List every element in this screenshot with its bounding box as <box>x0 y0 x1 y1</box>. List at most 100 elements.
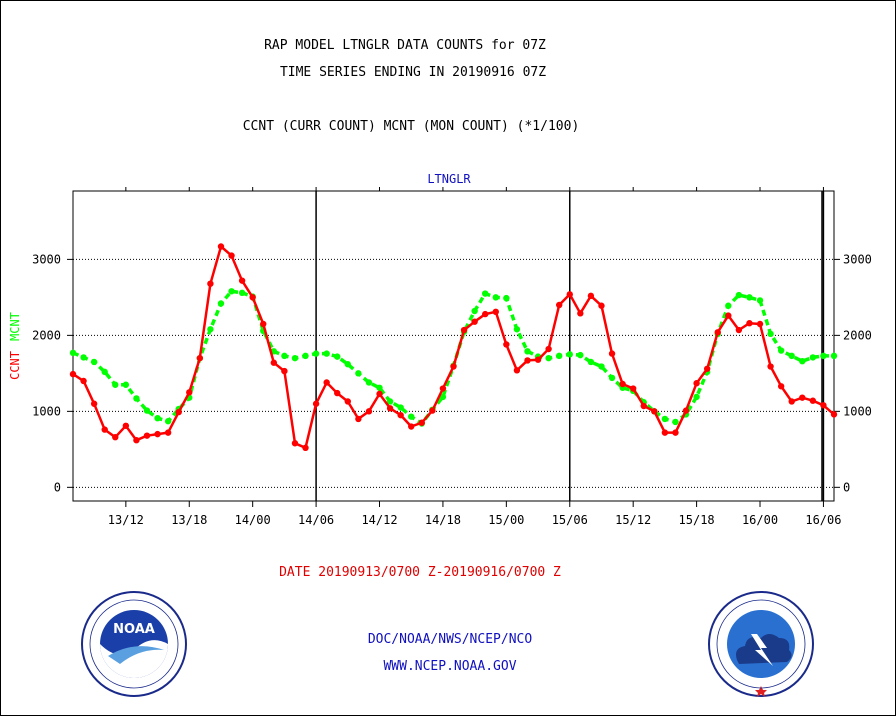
axis-ticks <box>67 187 840 507</box>
data-point-mcnt <box>482 290 489 297</box>
data-point-ccnt <box>756 320 764 328</box>
data-point-ccnt <box>661 429 669 436</box>
data-point-ccnt <box>555 301 563 309</box>
data-point-ccnt <box>164 429 172 436</box>
data-point-ccnt <box>101 426 108 433</box>
data-point-mcnt <box>355 370 362 377</box>
data-point-ccnt <box>545 345 552 353</box>
data-point-mcnt <box>101 368 108 376</box>
data-point-ccnt <box>672 429 679 436</box>
plot-border <box>72 190 835 502</box>
data-point-mcnt <box>344 361 352 368</box>
data-point-ccnt <box>471 318 478 325</box>
data-point-ccnt <box>619 380 626 388</box>
data-point-ccnt <box>217 243 225 250</box>
x-tick-label: 16/06 <box>805 513 841 527</box>
chart-title: RAP MODEL LTNGLR DATA COUNTS for 07Z <box>264 38 546 53</box>
x-tick-label: 13/12 <box>108 513 144 527</box>
data-point-mcnt <box>302 352 309 360</box>
y-axis-label-ccnt: CCNT <box>8 351 22 380</box>
y-tick-label-left: 1000 <box>32 404 61 418</box>
data-point-ccnt <box>788 398 795 405</box>
data-point-ccnt <box>820 402 827 409</box>
data-point-ccnt <box>651 408 658 415</box>
data-point-mcnt <box>545 354 552 362</box>
data-point-ccnt <box>281 367 288 375</box>
data-point-ccnt <box>746 320 753 327</box>
data-point-ccnt <box>777 383 785 390</box>
data-point-ccnt <box>323 379 330 386</box>
data-point-ccnt <box>524 357 531 364</box>
data-point-ccnt <box>418 419 425 426</box>
data-point-mcnt <box>555 352 563 360</box>
x-tick-label: 14/00 <box>235 513 271 527</box>
data-point-ccnt <box>143 432 151 439</box>
data-point-mcnt <box>312 350 320 357</box>
data-point-mcnt <box>830 352 838 360</box>
data-point-mcnt <box>788 352 795 360</box>
x-tick-label: 16/00 <box>742 513 778 527</box>
x-tick-label: 15/00 <box>488 513 524 527</box>
data-point-ccnt <box>386 405 394 412</box>
data-point-mcnt <box>598 363 605 370</box>
data-point-mcnt <box>693 393 700 401</box>
data-point-mcnt <box>238 289 246 297</box>
data-point-ccnt <box>112 433 119 441</box>
data-point-mcnt <box>80 354 87 361</box>
plot-name: LTNGLR <box>427 172 471 186</box>
national-weather-service-logo <box>708 591 814 697</box>
data-point-ccnt <box>534 356 542 363</box>
series-line-mcnt <box>72 289 834 426</box>
data-point-mcnt <box>492 294 499 301</box>
data-point-ccnt <box>629 385 637 392</box>
y-tick-label-left: 0 <box>54 480 61 494</box>
y-tick-label-right: 3000 <box>843 252 872 266</box>
y-tick-label-right: 2000 <box>843 328 872 342</box>
data-point-mcnt <box>217 300 225 307</box>
plot-area <box>72 190 835 502</box>
data-point-mcnt <box>376 384 383 391</box>
data-point-ccnt <box>344 398 352 405</box>
data-point-ccnt <box>492 308 499 316</box>
data-point-mcnt <box>439 393 447 401</box>
data-point-ccnt <box>587 292 595 300</box>
x-tick-label: 14/06 <box>298 513 334 527</box>
data-point-mcnt <box>661 415 669 423</box>
data-point-mcnt <box>143 407 151 414</box>
data-point-mcnt <box>746 294 753 301</box>
series-description: CCNT (CURR COUNT) MCNT (MON COUNT) (*1/1… <box>242 119 580 134</box>
data-point-ccnt <box>260 320 267 328</box>
data-point-mcnt <box>386 398 394 405</box>
website-link[interactable]: WWW.NCEP.NOAA.GOV <box>383 659 517 674</box>
y-tick-label-right: 0 <box>843 480 850 494</box>
x-tick-label: 15/12 <box>615 513 651 527</box>
data-point-mcnt <box>281 352 288 360</box>
series-layer <box>69 243 838 452</box>
data-point-mcnt <box>767 330 774 338</box>
data-point-ccnt <box>196 354 204 362</box>
data-point-ccnt <box>80 377 87 385</box>
data-point-ccnt <box>735 326 743 334</box>
y-tick-label-left: 3000 <box>32 252 61 266</box>
data-point-ccnt <box>270 359 278 366</box>
data-point-ccnt <box>799 394 806 401</box>
data-point-ccnt <box>608 350 616 357</box>
x-tick-label: 13/18 <box>171 513 207 527</box>
data-point-mcnt <box>672 418 679 426</box>
data-point-mcnt <box>735 291 743 299</box>
data-point-ccnt <box>133 437 140 444</box>
data-point-ccnt <box>439 385 447 392</box>
data-point-ccnt <box>767 363 774 370</box>
data-point-mcnt <box>334 353 341 360</box>
credit-line: DOC/NOAA/NWS/NCEP/NCO <box>367 632 533 647</box>
data-point-mcnt <box>408 413 415 420</box>
data-point-ccnt <box>355 415 362 423</box>
data-point-mcnt <box>577 351 584 359</box>
data-point-ccnt <box>429 407 436 414</box>
axis-labels: 0 0 1000 1000 2000 2000 3000 3000 13/12 13/18 14/0… <box>8 252 872 527</box>
noaa-logo: NOAA <box>81 591 187 697</box>
data-point-ccnt <box>69 370 77 378</box>
x-tick-label: 14/12 <box>361 513 397 527</box>
data-point-mcnt <box>207 326 214 333</box>
